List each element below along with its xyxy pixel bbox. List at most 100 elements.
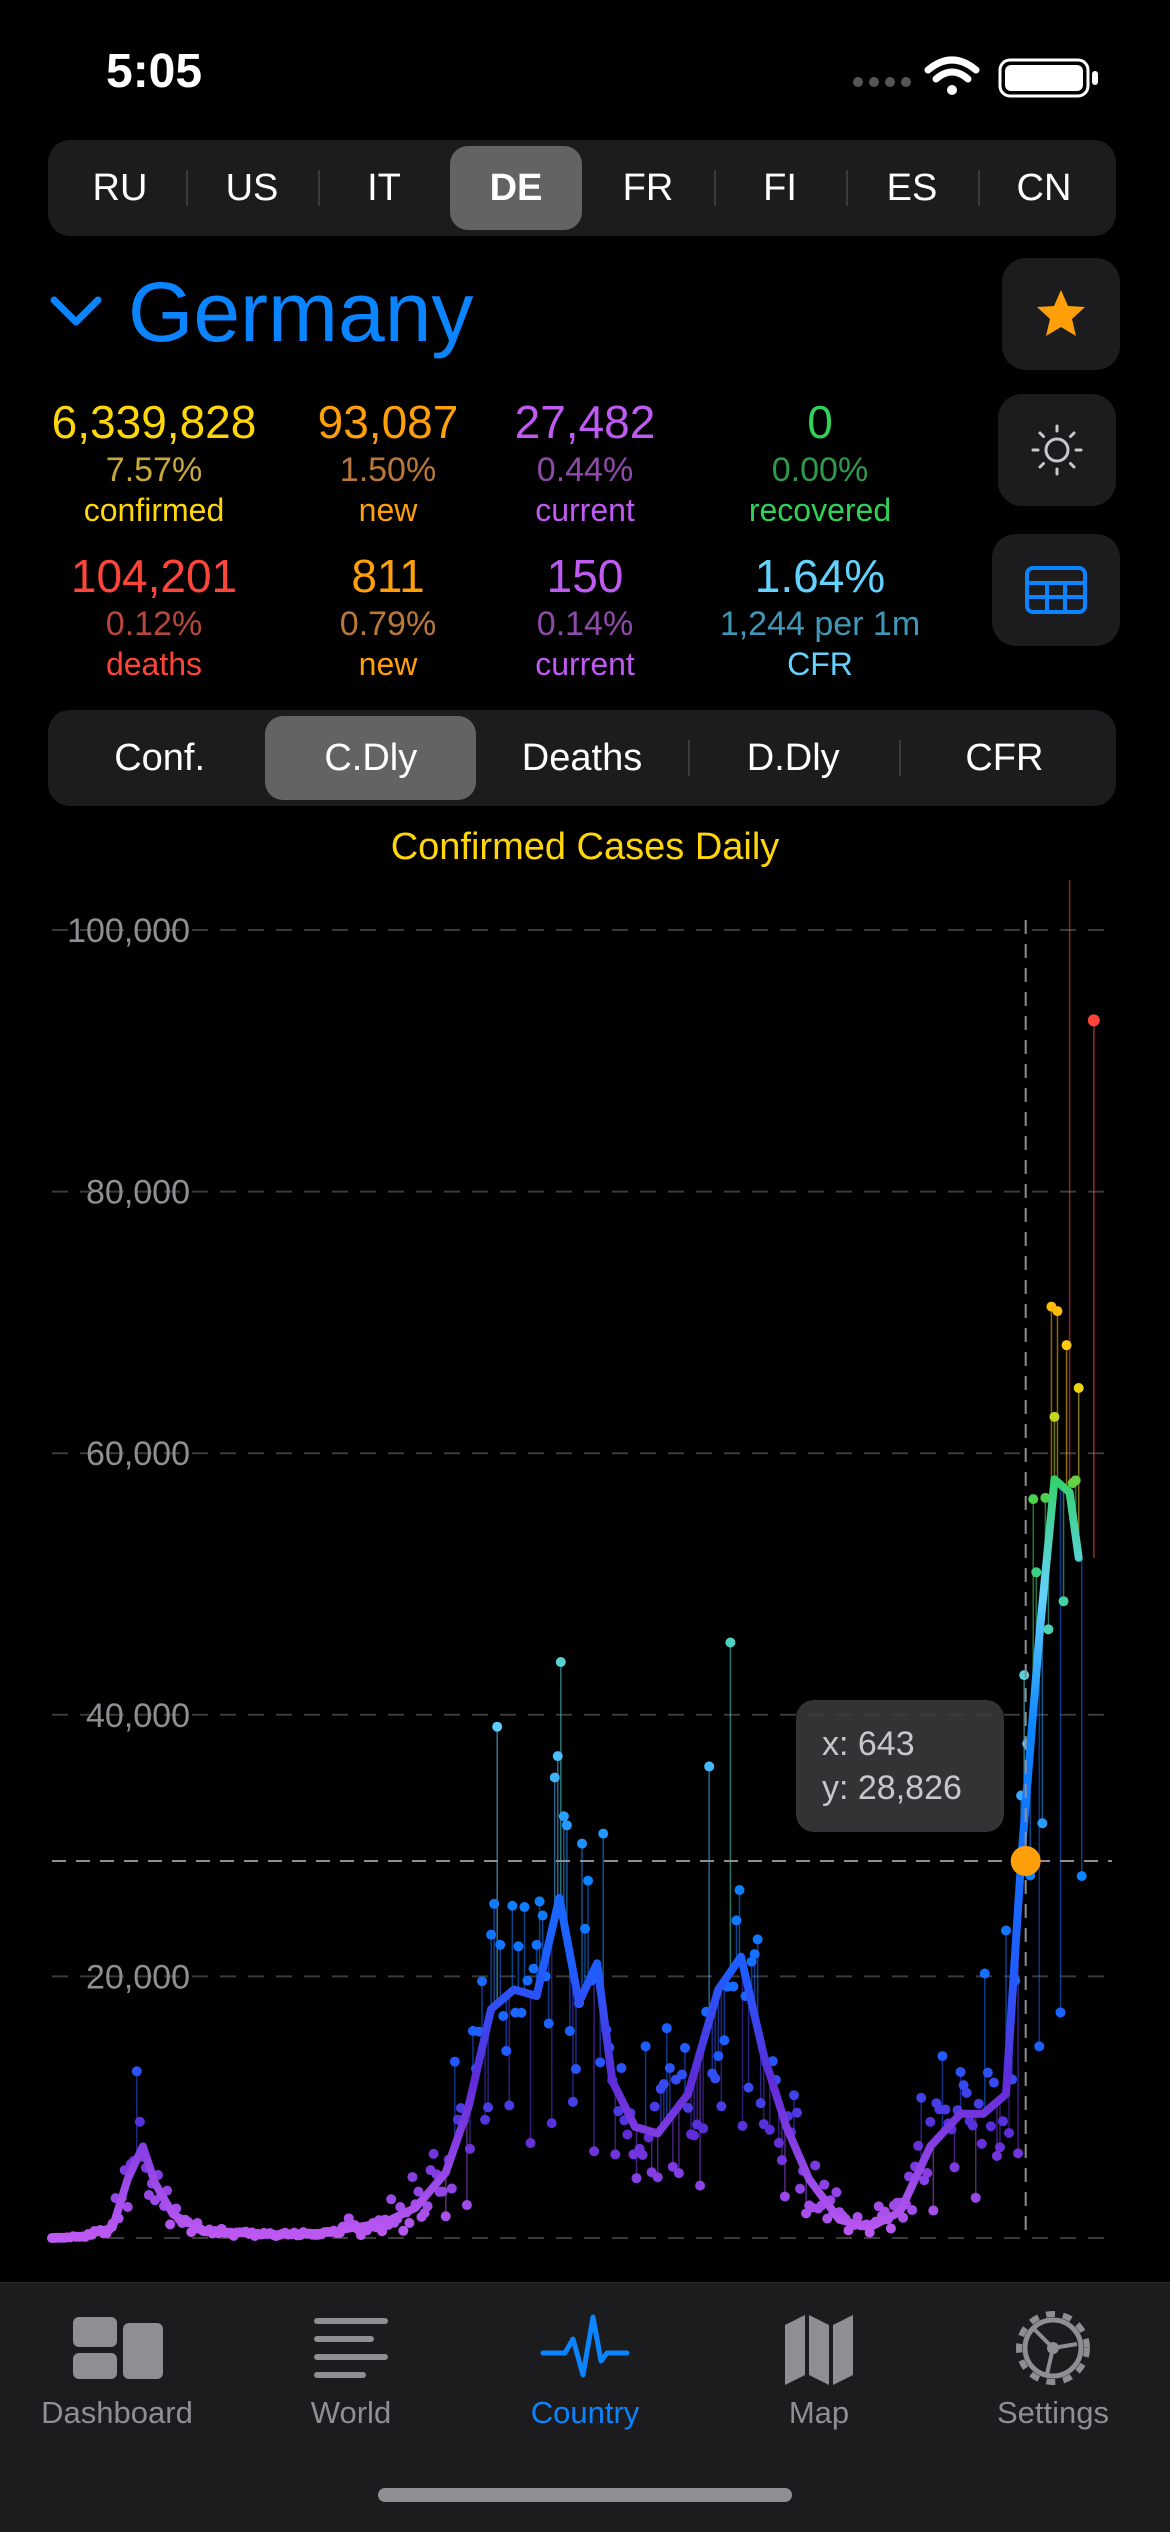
tab-dashboard[interactable]: Dashboard: [0, 2309, 234, 2431]
chevron-down-icon[interactable]: [48, 292, 104, 332]
tab-country[interactable]: Country: [468, 2309, 702, 2431]
daily-point: [907, 2205, 918, 2216]
country-tab-it[interactable]: IT: [318, 146, 450, 230]
stat-value: 104,201: [70, 550, 238, 602]
tooltip-x: x: 643: [822, 1725, 915, 1763]
daily-point: [1049, 1411, 1060, 1422]
signal-icon: [853, 77, 911, 87]
daily-point: [916, 2092, 927, 2103]
daily-point: [577, 1838, 587, 1849]
daily-point: [852, 2211, 863, 2222]
daily-point: [122, 2202, 133, 2213]
tab-map[interactable]: Map: [702, 2309, 936, 2431]
daily-point: [658, 2079, 669, 2090]
daily-point: [640, 2041, 651, 2052]
table-view-button[interactable]: [992, 534, 1120, 646]
daily-point: [949, 2162, 960, 2173]
daily-point: [413, 2186, 424, 2197]
daily-point: [1076, 1871, 1087, 1882]
daily-point: [922, 2168, 933, 2179]
list-icon: [314, 2318, 388, 2378]
pulse-icon: [540, 2314, 630, 2378]
daily-point: [795, 2183, 806, 2194]
daily-point: [737, 2120, 748, 2131]
home-indicator: [378, 2488, 792, 2502]
daily-point: [970, 2192, 981, 2203]
country-tab-cn[interactable]: CN: [978, 146, 1110, 230]
daily-point: [489, 1898, 500, 1909]
stat-percent: 1.50%: [339, 451, 437, 489]
daily-point: [483, 2102, 494, 2113]
y-tick-label: 60,000: [86, 1435, 190, 1473]
tab-label: Map: [788, 2395, 850, 2430]
daily-point: [528, 1963, 539, 1974]
daily-point: [570, 2064, 581, 2075]
daily-point: [885, 2223, 896, 2234]
tab-deaths-daily[interactable]: D.Dly: [687, 716, 899, 800]
daily-point: [480, 2114, 491, 2125]
daily-point: [522, 1975, 533, 1986]
favorite-button[interactable]: [1002, 258, 1120, 370]
tab-confirmed-daily[interactable]: C.Dly: [265, 716, 477, 800]
country-tab-es[interactable]: ES: [846, 146, 978, 230]
daily-point: [558, 1811, 569, 1822]
daily-point: [792, 2107, 803, 2118]
stat-percent: 0.79%: [339, 605, 437, 643]
brightness-button[interactable]: [998, 394, 1116, 506]
daily-point: [1070, 1475, 1081, 1486]
daily-cases-chart[interactable]: 100,000 80,000 60,000 40,000 20,000: [0, 880, 1170, 2270]
daily-point: [613, 2106, 624, 2117]
daily-point: [664, 2062, 675, 2073]
daily-point: [386, 2194, 397, 2205]
gear-icon: [1016, 2311, 1090, 2385]
tab-settings[interactable]: Settings: [936, 2309, 1170, 2431]
daily-point: [531, 1939, 542, 1950]
country-tab-ru[interactable]: RU: [92, 166, 148, 209]
daily-point: [937, 2051, 948, 2062]
stat-label: recovered: [748, 492, 892, 528]
stat-new-confirmed: 93,087 1.50% new: [290, 394, 486, 530]
daily-point: [555, 1657, 566, 1668]
daily-point: [728, 1981, 739, 1992]
daily-point: [513, 1941, 524, 1952]
daily-point: [1013, 2148, 1024, 2159]
daily-point: [913, 2140, 924, 2151]
country-title[interactable]: Germany: [48, 262, 473, 362]
daily-point: [428, 2148, 439, 2159]
stat-label: confirmed: [83, 492, 225, 528]
tab-confirmed[interactable]: Conf.: [114, 736, 206, 779]
y-axis-ticks: 100,000 80,000 60,000 40,000 20,000: [67, 912, 190, 1996]
stat-value: 1.64%: [754, 550, 886, 602]
daily-point: [967, 2120, 978, 2131]
country-tab-us[interactable]: US: [186, 146, 318, 230]
country-tab-fr[interactable]: FR: [622, 166, 674, 209]
daily-point: [549, 1772, 560, 1783]
tab-deaths[interactable]: Deaths: [521, 736, 643, 779]
daily-point: [673, 2168, 684, 2179]
daily-point: [561, 1820, 572, 1831]
stat-value: 811: [351, 550, 425, 602]
tab-world[interactable]: World: [234, 2309, 468, 2431]
daily-point: [810, 2160, 821, 2171]
daily-point: [589, 2146, 600, 2157]
battery-icon: [998, 58, 1098, 98]
daily-point: [440, 2211, 451, 2222]
map-icon: [785, 2315, 853, 2385]
daily-point: [752, 1934, 763, 1945]
stat-value: 27,482: [514, 396, 656, 448]
daily-point: [486, 1929, 497, 1940]
y-tick-label: 40,000: [86, 1697, 190, 1735]
daily-point: [661, 2023, 672, 2034]
daily-point: [446, 2183, 457, 2194]
country-tab-fi[interactable]: FI: [714, 146, 846, 230]
stat-label: new: [358, 646, 418, 682]
daily-point: [695, 2180, 706, 2191]
stat-percent: 0.12%: [105, 605, 203, 643]
daily-point: [525, 2137, 536, 2148]
stat-label: deaths: [105, 646, 203, 682]
daily-point: [779, 2191, 790, 2202]
daily-point: [679, 2042, 690, 2053]
tab-cfr[interactable]: CFR: [898, 716, 1110, 800]
country-tab-de[interactable]: DE: [450, 146, 582, 230]
daily-point: [631, 2173, 642, 2184]
